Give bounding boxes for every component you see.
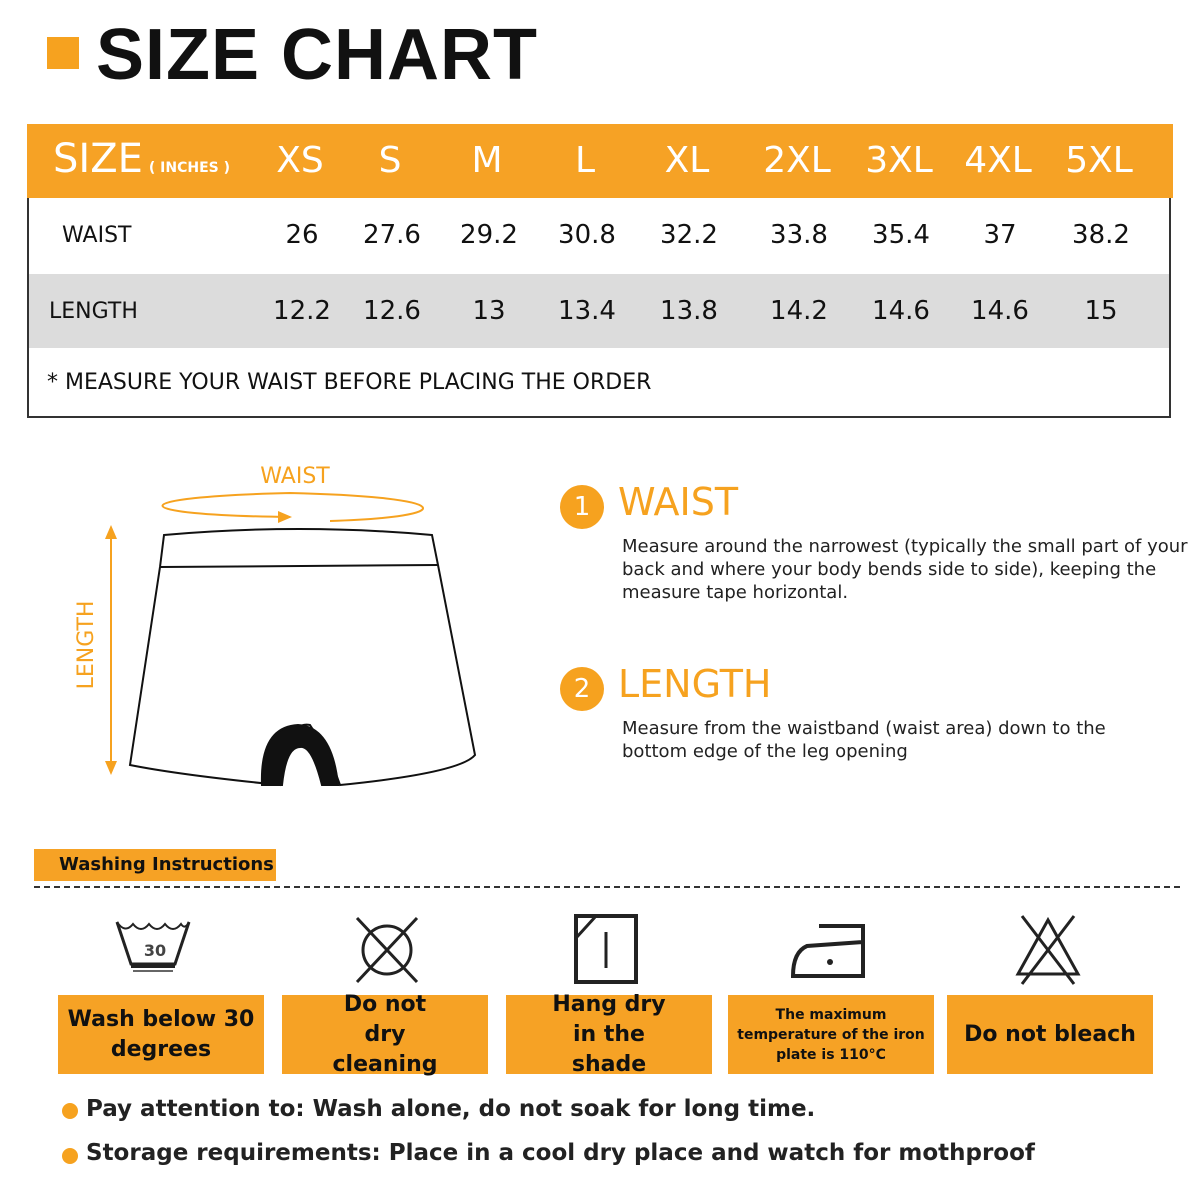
size-column-header: 2XL [763,140,831,181]
care-note: Pay attention to: Wash alone, do not soa… [86,1096,816,1122]
hang-dry-shade-icon [574,914,638,984]
table-cell: 14.6 [971,296,1029,326]
measure-title: LENGTH [618,662,772,706]
measure-title: WAIST [618,480,739,524]
table-cell: 13.8 [660,296,718,326]
table-cell: 35.4 [872,220,930,250]
size-column-header: 4XL [964,140,1032,181]
table-cell: 30.8 [558,220,616,250]
table-cell: 29.2 [460,220,518,250]
wash-instruction-label: Do not dry cleaning [282,992,488,1077]
care-note: Storage requirements: Place in a cool dr… [86,1140,1035,1166]
table-cell: 33.8 [770,220,828,250]
size-column-header: L [574,140,596,181]
shorts-icon [128,528,477,787]
size-column-header: S [378,140,402,181]
no-dry-clean-icon [355,916,419,984]
bullet-icon [62,1148,78,1164]
length-diagram-label: LENGTH [74,601,99,690]
table-cell: 13 [472,296,506,326]
waist-diagram-label: WAIST [260,464,330,489]
size-column-header: XL [664,140,710,181]
step-badge: 1 [560,485,604,529]
table-row-waist: WAIST 26 27.6 29.2 30.8 32.2 33.8 35.4 37 38.2 [29,198,1169,274]
wash-instruction-label: Wash below 30 degrees [58,995,264,1074]
wash-30-icon: 30 [115,921,191,972]
table-cell: 12.2 [273,296,331,326]
table-cell: 14.2 [770,296,828,326]
washing-heading: Washing Instructions [34,849,276,881]
size-column-header: 5XL [1065,140,1133,181]
table-cell: 12.6 [363,296,421,326]
measure-description: Measure from the waistband (waist area) … [622,718,1106,762]
svg-text:30: 30 [144,941,166,960]
table-cell: 15 [1084,296,1118,326]
shorts-diagram: WAIST LENGTH [74,464,477,787]
divider [34,886,1180,888]
no-bleach-icon [1015,915,1081,985]
table-cell: 27.6 [363,220,421,250]
table-cell: 13.4 [558,296,616,326]
unit-label: ( INCHES ) [148,160,230,176]
size-column-header: M [471,140,503,181]
wash-instruction-label: Do not bleach [947,995,1153,1074]
table-note: * MEASURE YOUR WAIST BEFORE PLACING THE … [47,370,652,395]
size-column-header: 3XL [865,140,933,181]
bullet-icon [62,1103,78,1119]
waist-tape-icon [161,491,424,523]
size-header: SIZE [53,136,143,182]
row-label: LENGTH [49,299,138,324]
page-title: SIZE CHART [96,15,538,95]
wash-instruction-label: The maximum temperature of the iron plat… [728,995,934,1074]
row-label: WAIST [62,223,132,248]
size-column-header: XS [276,140,324,181]
iron-low-icon [790,924,865,978]
table-cell: 14.6 [872,296,930,326]
table-cell: 37 [983,220,1017,250]
table-cell: 38.2 [1072,220,1130,250]
table-header: SIZE ( INCHES ) XS S M L XL 2XL 3XL 4XL 5XL [27,124,1173,198]
wash-instruction-label: Hang dry in the shade [506,992,712,1077]
step-badge: 2 [560,667,604,711]
table-cell: 32.2 [660,220,718,250]
table-cell: 26 [285,220,319,250]
length-arrow-icon [105,525,117,775]
title-marker [47,37,79,69]
size-table: SIZE ( INCHES ) XS S M L XL 2XL 3XL 4XL 5XL WAIST… [27,124,1173,418]
measure-description: Measure around the narrowest (typically … [622,536,1188,603]
table-row-length: LENGTH 12.2 12.6 13 13.4 13.8 14.2 14.6 14.6 15 [29,274,1169,348]
